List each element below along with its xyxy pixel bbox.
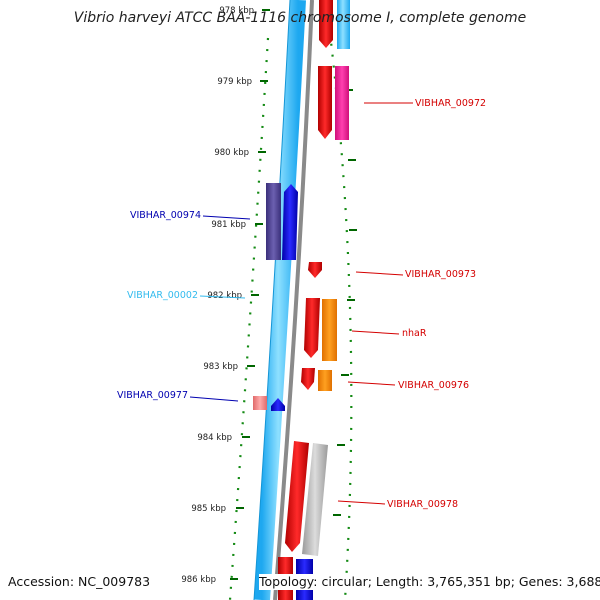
gene-top-cyan <box>337 0 350 49</box>
tick-985: 985 kbp <box>191 504 244 514</box>
tick-dotted-track <box>228 37 270 600</box>
tick-984: 984 kbp <box>197 433 250 443</box>
svg-text:981 kbp: 981 kbp <box>211 220 246 230</box>
svg-text:VIBHAR_00973: VIBHAR_00973 <box>405 269 476 280</box>
svg-text:979 kbp: 979 kbp <box>217 77 252 87</box>
map-title: Vibrio harveyi ATCC BAA-1116 chromosome … <box>73 10 527 26</box>
svg-text:978 kbp: 978 kbp <box>219 6 254 16</box>
svg-text:VIBHAR_00972: VIBHAR_00972 <box>415 98 486 109</box>
gene-grey-block <box>302 443 328 556</box>
genome-summary-text: Topology: circular; Length: 3,765,351 bp… <box>259 574 600 590</box>
gene-orange-small <box>318 370 332 391</box>
tick-980: 980 kbp <box>214 148 266 158</box>
svg-text:VIBHAR_00977: VIBHAR_00977 <box>117 390 188 401</box>
svg-text:985 kbp: 985 kbp <box>191 504 226 514</box>
tick-986: 986 kbp <box>181 575 238 585</box>
gene-vibhar-00972 <box>318 66 332 139</box>
svg-text:982 kbp: 982 kbp <box>207 291 242 301</box>
accession-text: Accession: NC_009783 <box>8 574 151 590</box>
gene-vibhar-00978 <box>285 441 309 552</box>
svg-text:984 kbp: 984 kbp <box>197 433 232 443</box>
backbone-grey-line <box>273 0 314 600</box>
gene-vibhar-00976 <box>301 368 315 390</box>
svg-text:nhaR: nhaR <box>402 328 427 339</box>
label-vibhar-00002: VIBHAR_00002 <box>127 290 246 301</box>
tick-978: 978 kbp <box>219 6 270 16</box>
gene-vibhar-00977 <box>253 396 267 410</box>
tick-981: 981 kbp <box>211 220 263 230</box>
gene-nhar-orange <box>322 299 337 361</box>
gene-navy-block <box>266 183 281 260</box>
gene-vibhar-00973 <box>308 262 322 278</box>
label-vibhar-00977: VIBHAR_00977 <box>117 390 239 402</box>
label-vibhar-00978: VIBHAR_00978 <box>337 499 458 510</box>
gene-vibhar-00974 <box>282 184 298 260</box>
label-vibhar-00973: VIBHAR_00973 <box>355 269 476 280</box>
svg-text:VIBHAR_00976: VIBHAR_00976 <box>398 380 469 391</box>
gene-nhar-red <box>304 298 320 358</box>
tick-982: 982 kbp <box>207 291 259 301</box>
gene-top-red <box>319 0 333 48</box>
svg-text:983 kbp: 983 kbp <box>203 362 238 372</box>
tick-983: 983 kbp <box>203 362 255 372</box>
backbone-blue-band <box>254 0 306 600</box>
label-vibhar-00976: VIBHAR_00976 <box>347 380 469 391</box>
label-vibhar-00972: VIBHAR_00972 <box>364 98 486 109</box>
outer-dotted-track <box>324 0 353 600</box>
label-nhar: nhaR <box>351 328 427 339</box>
label-vibhar-00974: VIBHAR_00974 <box>130 210 251 221</box>
gene-blue-small-arrow <box>271 398 285 411</box>
gene-pink-block <box>335 66 349 140</box>
svg-text:VIBHAR_00002: VIBHAR_00002 <box>127 290 198 301</box>
svg-text:VIBHAR_00974: VIBHAR_00974 <box>130 210 201 221</box>
svg-text:986 kbp: 986 kbp <box>181 575 216 585</box>
backbone-blue-edge <box>253 0 291 600</box>
tick-979: 979 kbp <box>217 77 268 87</box>
svg-text:VIBHAR_00978: VIBHAR_00978 <box>387 499 458 510</box>
svg-text:980 kbp: 980 kbp <box>214 148 249 158</box>
